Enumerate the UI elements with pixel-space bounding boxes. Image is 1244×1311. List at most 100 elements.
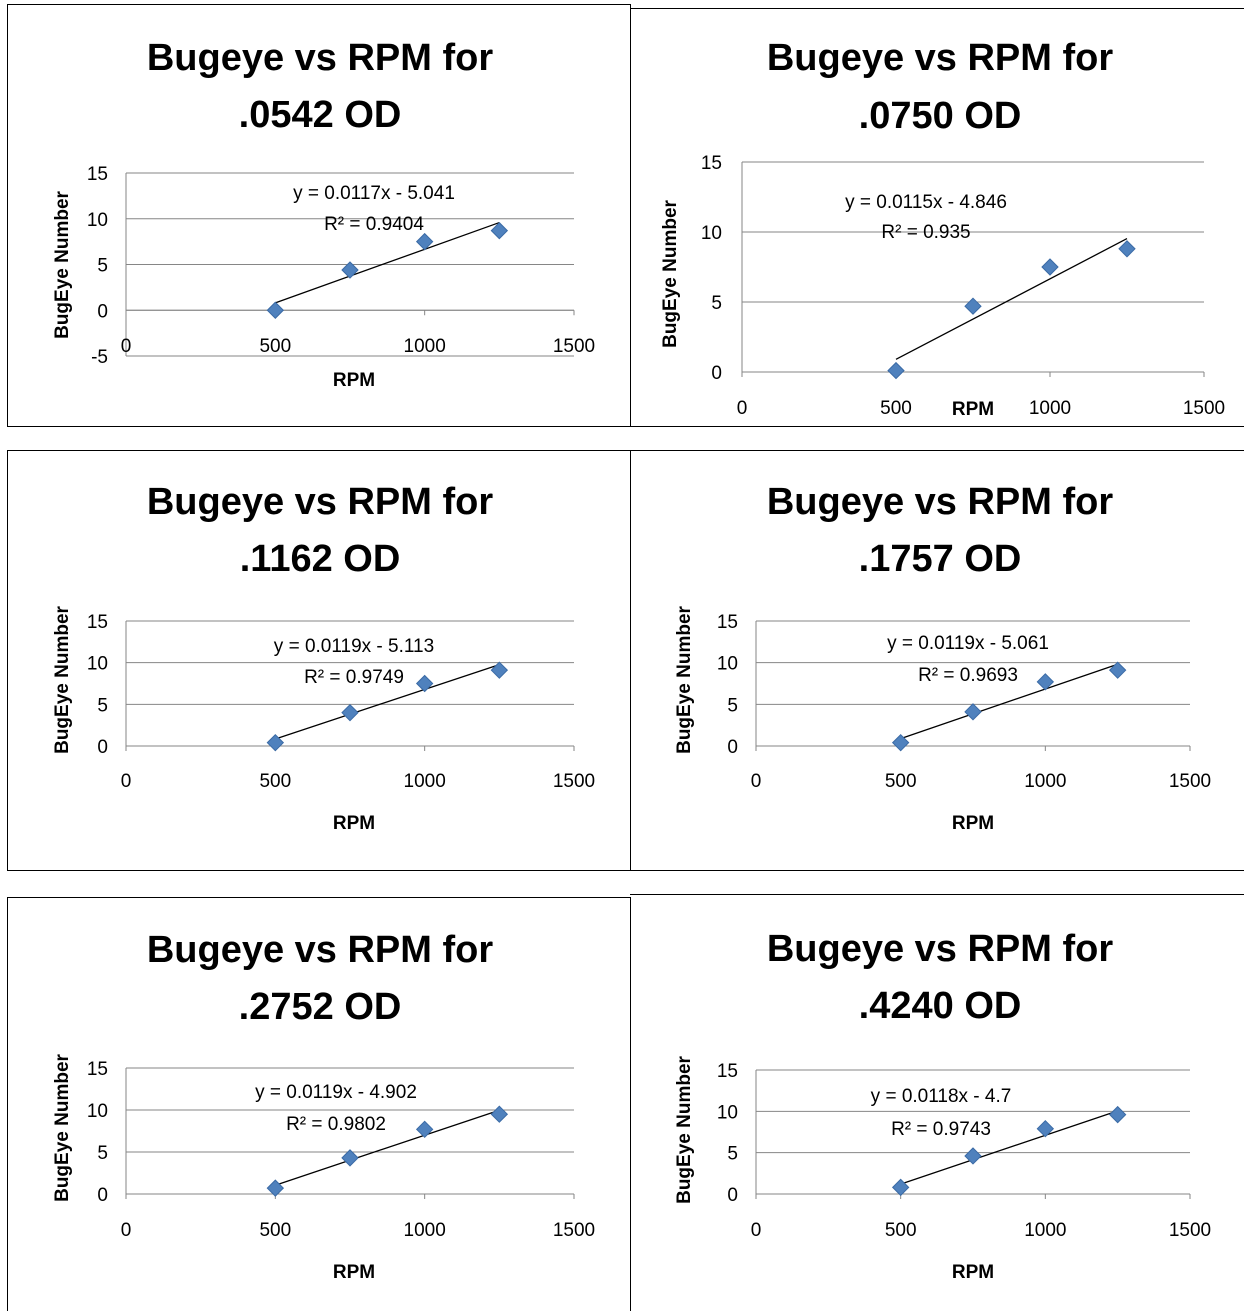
data-point (964, 1147, 982, 1165)
x-axis-title: RPM (952, 1262, 994, 1283)
x-tick-label: 1500 (1183, 398, 1225, 419)
x-tick-label: 1500 (553, 1220, 595, 1241)
x-tick-label: 500 (885, 771, 917, 792)
x-tick-label: 500 (259, 336, 291, 357)
x-tick-label: 0 (121, 1220, 132, 1241)
trendline-equation: y = 0.0119x - 5.113 (274, 636, 434, 657)
x-tick-label: 0 (121, 336, 132, 357)
y-axis-title: BugEye Number (674, 605, 695, 753)
data-point (341, 261, 359, 279)
chart-panel-5: Bugeye vs RPM for .2752 OD 0 5 10 15 0 500 1000 1… (0, 898, 630, 1311)
trendline-equation: y = 0.0115x - 4.846 (845, 192, 1007, 213)
chart-panel-2: Bugeye vs RPM for .0750 OD 0 5 10 15 0 500 1000 1… (630, 8, 1244, 426)
data-point (341, 703, 359, 722)
data-point (266, 733, 285, 752)
y-axis-title: BugEye Number (52, 190, 73, 338)
trendline-r-squared: R² = 0.9802 (286, 1114, 386, 1135)
y-tick-label: 15 (87, 1059, 108, 1080)
chart-title-line: .4240 OD (859, 985, 1022, 1027)
y-tick-label: 0 (97, 1185, 108, 1206)
chart-panel-3: Bugeye vs RPM for .1162 OD 0 5 10 15 0 500 1000 1… (0, 451, 630, 870)
y-tick-label: 0 (97, 301, 108, 322)
y-tick-label: 10 (87, 210, 108, 231)
x-tick-label: 0 (121, 771, 132, 792)
y-tick-label: 10 (701, 223, 722, 244)
chart-title-line: Bugeye vs RPM for (767, 37, 1114, 79)
y-tick-label: 0 (711, 363, 722, 384)
x-axis-title: RPM (333, 1262, 375, 1283)
data-point (490, 221, 509, 240)
chart-svg: Bugeye vs RPM for .1162 OD 0 5 10 15 0 500 1000 1… (52, 481, 595, 834)
chart-title-line: Bugeye vs RPM for (767, 928, 1114, 970)
chart-title-line: .1757 OD (859, 538, 1022, 580)
x-tick-label: 1000 (1029, 398, 1071, 419)
x-tick-label: 500 (259, 771, 291, 792)
trendline-r-squared: R² = 0.9749 (304, 667, 404, 688)
y-tick-label: 10 (87, 654, 108, 675)
y-axis-title: BugEye Number (660, 199, 681, 347)
trendline (900, 1110, 1118, 1185)
y-tick-label: 15 (717, 612, 738, 633)
trendline (275, 1109, 500, 1186)
chart-svg: Bugeye vs RPM for .0542 OD -5 0 5 10 15 0 500 100… (52, 37, 595, 391)
y-axis-title: BugEye Number (674, 1055, 695, 1203)
y-tick-label: 5 (97, 256, 108, 277)
x-tick-label: 1000 (1024, 771, 1066, 792)
y-tick-label: 0 (727, 737, 738, 758)
trendline (275, 664, 500, 740)
y-tick-label: 10 (717, 654, 738, 675)
chart-title-line: .0750 OD (859, 95, 1022, 137)
data-point (887, 361, 905, 380)
x-axis-title: RPM (952, 813, 994, 834)
trendline-r-squared: R² = 0.9404 (324, 214, 424, 235)
data-point (490, 661, 509, 679)
x-tick-label: 500 (259, 1220, 291, 1241)
trendline-r-squared: R² = 0.9743 (891, 1119, 991, 1140)
chart-svg: Bugeye vs RPM for .4240 OD 0 5 10 15 0 500 1000 1… (674, 928, 1211, 1283)
x-tick-label: 0 (737, 398, 748, 419)
x-axis-title: RPM (333, 370, 375, 391)
y-axis-title: BugEye Number (52, 1053, 73, 1201)
x-tick-label: 1500 (1169, 771, 1211, 792)
x-tick-label: 1000 (404, 771, 446, 792)
data-point (891, 1178, 910, 1197)
y-tick-label: -5 (91, 347, 108, 368)
y-tick-label: 5 (727, 695, 738, 716)
trendline (275, 221, 500, 304)
chart-panel-1: Bugeye vs RPM for .0542 OD -5 0 5 10 15 0 500 100… (0, 0, 630, 426)
data-point (1041, 258, 1059, 276)
y-tick-label: 0 (97, 737, 108, 758)
chart-panel-6: Bugeye vs RPM for .4240 OD 0 5 10 15 0 500 1000 1… (630, 895, 1244, 1311)
data-point (266, 301, 285, 319)
chart-svg: Bugeye vs RPM for .2752 OD 0 5 10 15 0 500 1000 1… (52, 929, 595, 1283)
chart-title-line: .2752 OD (239, 986, 402, 1028)
y-tick-label: 5 (97, 1143, 108, 1164)
x-tick-label: 1500 (553, 771, 595, 792)
data-point (490, 1105, 509, 1123)
x-tick-label: 500 (885, 1220, 917, 1241)
y-tick-label: 10 (717, 1102, 738, 1123)
chart-title-line: Bugeye vs RPM for (767, 481, 1114, 523)
chart-title-line: .1162 OD (240, 538, 401, 580)
y-tick-label: 5 (711, 293, 722, 314)
data-point (1108, 1105, 1127, 1124)
y-tick-label: 5 (97, 695, 108, 716)
data-point (341, 1149, 359, 1167)
trendline-r-squared: R² = 0.935 (881, 222, 970, 243)
chart-title-line: .0542 OD (239, 94, 402, 136)
x-axis-title: RPM (952, 399, 994, 420)
data-point (1108, 661, 1127, 679)
trendline-equation: y = 0.0117x - 5.041 (293, 183, 455, 204)
data-point (964, 703, 982, 721)
trendline-equation: y = 0.0118x - 4.7 (871, 1086, 1012, 1107)
data-point (415, 232, 434, 251)
trendline-equation: y = 0.0119x - 4.902 (255, 1082, 417, 1103)
trendline (895, 238, 1128, 360)
y-tick-label: 10 (87, 1101, 108, 1122)
y-tick-label: 15 (717, 1061, 738, 1082)
chart-title-line: Bugeye vs RPM for (147, 929, 494, 971)
x-tick-label: 0 (751, 771, 762, 792)
y-tick-label: 0 (727, 1185, 738, 1206)
trendline-r-squared: R² = 0.9693 (918, 665, 1018, 686)
